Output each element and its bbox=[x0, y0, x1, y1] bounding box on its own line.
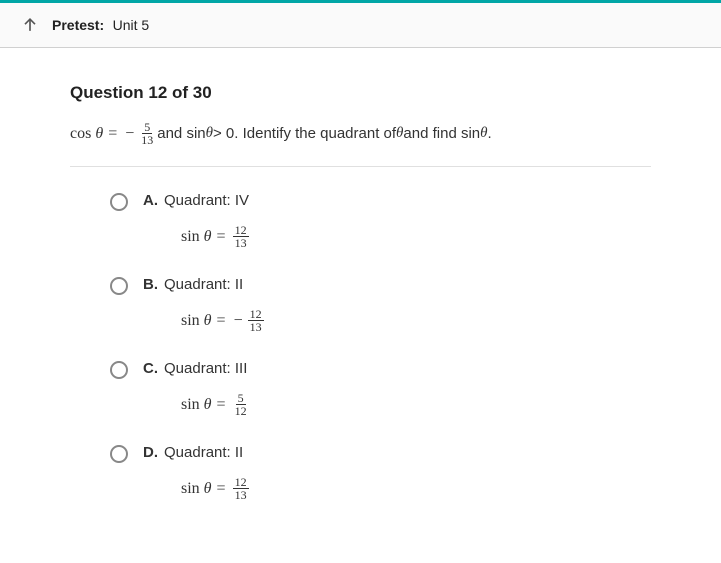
fraction-denominator: 13 bbox=[248, 321, 264, 333]
theta-symbol: θ bbox=[204, 396, 212, 414]
sin-label: sin bbox=[181, 480, 200, 498]
divider-line bbox=[70, 166, 651, 167]
prompt-end: and find sin bbox=[403, 125, 480, 142]
question-number-title: Question 12 of 30 bbox=[70, 83, 651, 103]
option-row: B. Quadrant: II sin θ =−1213 bbox=[110, 276, 651, 348]
prompt-mid: and sin bbox=[157, 125, 205, 142]
option-fraction: 512 bbox=[233, 392, 249, 417]
option-letter: D. bbox=[143, 444, 158, 461]
option-letter: C. bbox=[143, 360, 158, 377]
option-fraction: 1213 bbox=[248, 308, 264, 333]
prompt-theta-1: θ bbox=[95, 125, 103, 143]
option-label: D. Quadrant: II bbox=[143, 444, 651, 461]
equals-sign: = bbox=[217, 480, 226, 498]
option-letter: A. bbox=[143, 192, 158, 209]
prompt-equals: = bbox=[108, 125, 117, 143]
prompt-frac-den: 13 bbox=[139, 134, 155, 146]
prompt-period: . bbox=[488, 125, 492, 142]
back-arrow-icon[interactable] bbox=[20, 15, 40, 35]
equals-sign: = bbox=[217, 312, 226, 330]
radio-button[interactable] bbox=[110, 193, 128, 211]
option-content: C. Quadrant: III sin θ = 512 bbox=[143, 360, 651, 432]
option-text: Quadrant: II bbox=[164, 444, 243, 461]
option-label: B. Quadrant: II bbox=[143, 276, 651, 293]
options-list: A.Quadrant: IVsin θ=1213B.Quadrant: IIsi… bbox=[70, 192, 651, 516]
theta-symbol: θ bbox=[204, 228, 212, 246]
prompt-cos: cos bbox=[70, 125, 91, 143]
option-content: D. Quadrant: II sin θ = 1213 bbox=[143, 444, 651, 516]
radio-button[interactable] bbox=[110, 361, 128, 379]
option-label: C. Quadrant: III bbox=[143, 360, 651, 377]
question-prompt: cos θ = − 5 13 and sin θ > 0. Identify t… bbox=[70, 121, 651, 146]
header-label: Pretest: bbox=[52, 17, 104, 33]
header-bar: Pretest: Unit 5 bbox=[0, 3, 721, 48]
option-content: A. Quadrant: IV sin θ = 1213 bbox=[143, 192, 651, 264]
prompt-fraction: 5 13 bbox=[139, 121, 155, 146]
option-math: sin θ = 1213 bbox=[181, 224, 251, 249]
option-detail: sin θ = 1213 bbox=[143, 476, 651, 501]
option-detail: sin θ =−1213 bbox=[143, 308, 651, 333]
option-fraction: 1213 bbox=[233, 224, 249, 249]
prompt-minus: − bbox=[125, 125, 134, 143]
option-math: sin θ = 1213 bbox=[181, 476, 251, 501]
option-row: C. Quadrant: III sin θ = 512 bbox=[110, 360, 651, 432]
theta-symbol: θ bbox=[204, 312, 212, 330]
theta-symbol: θ bbox=[204, 480, 212, 498]
option-content: B. Quadrant: II sin θ =−1213 bbox=[143, 276, 651, 348]
option-text: Quadrant: II bbox=[164, 276, 243, 293]
prompt-theta-3: θ bbox=[396, 125, 403, 142]
option-row: A. Quadrant: IV sin θ = 1213 bbox=[110, 192, 651, 264]
equals-sign: = bbox=[217, 228, 226, 246]
option-text: Quadrant: III bbox=[164, 360, 247, 377]
sin-label: sin bbox=[181, 228, 200, 246]
content-area: Question 12 of 30 cos θ = − 5 13 and sin… bbox=[0, 48, 721, 563]
sin-label: sin bbox=[181, 396, 200, 414]
fraction-denominator: 13 bbox=[233, 489, 249, 501]
option-row: D. Quadrant: II sin θ = 1213 bbox=[110, 444, 651, 516]
sin-label: sin bbox=[181, 312, 200, 330]
minus-sign: − bbox=[234, 312, 243, 330]
option-text: Quadrant: IV bbox=[164, 192, 249, 209]
option-fraction: 1213 bbox=[233, 476, 249, 501]
option-letter: B. bbox=[143, 276, 158, 293]
option-math: sin θ =−1213 bbox=[181, 308, 266, 333]
radio-button[interactable] bbox=[110, 445, 128, 463]
fraction-denominator: 13 bbox=[233, 237, 249, 249]
equals-sign: = bbox=[217, 396, 226, 414]
fraction-denominator: 12 bbox=[233, 405, 249, 417]
option-label: A. Quadrant: IV bbox=[143, 192, 651, 209]
prompt-cond: > 0. Identify the quadrant of bbox=[213, 125, 396, 142]
option-detail: sin θ = 512 bbox=[143, 392, 651, 417]
option-detail: sin θ = 1213 bbox=[143, 224, 651, 249]
prompt-theta-4: θ bbox=[480, 125, 487, 142]
option-math: sin θ = 512 bbox=[181, 392, 251, 417]
header-unit: Unit 5 bbox=[113, 17, 150, 33]
prompt-theta-2: θ bbox=[206, 125, 213, 142]
radio-button[interactable] bbox=[110, 277, 128, 295]
